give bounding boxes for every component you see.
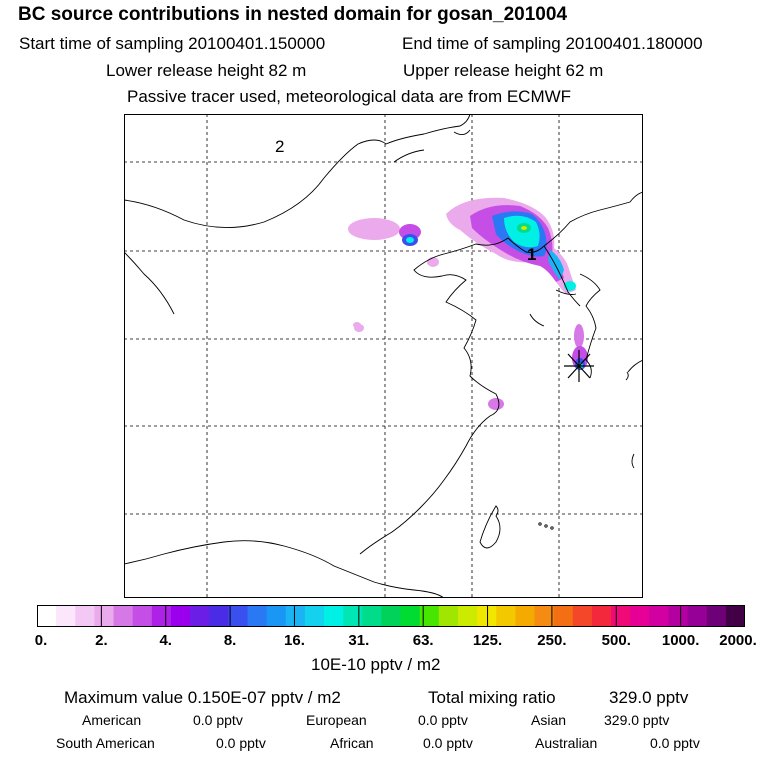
colorbar-tick-label: 1000. <box>661 632 700 649</box>
colorbar-swatch <box>266 605 287 627</box>
colorbar-tick-label: 500. <box>601 632 631 649</box>
colorbar-swatch <box>419 605 440 627</box>
colorbar-swatch <box>94 605 115 627</box>
colorbar-swatch <box>553 605 574 627</box>
colorbar-swatch <box>324 605 344 627</box>
colorbar-swatch <box>285 605 306 627</box>
colorbar-swatch <box>534 605 555 627</box>
colorbar-units: 10E-10 pptv / m2 <box>311 655 441 674</box>
colorbar-swatch <box>668 605 689 627</box>
concentration-plume <box>348 197 588 410</box>
colorbar-swatch <box>151 605 172 627</box>
colorbar-swatch <box>706 605 727 627</box>
colorbar-swatch <box>400 605 421 627</box>
american-value: 0.0 pptv <box>193 712 243 728</box>
max-value-label: Maximum value 0.150E-07 pptv / m2 <box>64 688 341 707</box>
european-value: 0.0 pptv <box>418 712 468 728</box>
colorbar-swatch <box>438 605 459 627</box>
colorbar-swatch <box>630 605 650 627</box>
asian-value: 329.0 pptv <box>604 712 670 728</box>
colorbar-swatch <box>56 605 76 627</box>
colorbar-tick-label: 2000. <box>719 632 757 649</box>
map-grid <box>124 114 643 598</box>
release-site-marker <box>564 350 594 382</box>
colorbar-swatch <box>572 605 593 627</box>
tracer-note: Passive tracer used, meteorological data… <box>127 87 572 106</box>
upper-release-label: Upper release height 62 m <box>403 61 604 80</box>
concentration-map: 2 1 <box>124 114 643 598</box>
colorbar-swatch <box>228 605 248 627</box>
end-time-label: End time of sampling 20100401.180000 <box>402 34 703 53</box>
south-american-value: 0.0 pptv <box>216 735 266 751</box>
american-label: American <box>82 712 142 728</box>
colorbar-swatch <box>496 605 516 627</box>
colorbar-swatch <box>649 605 669 627</box>
total-mixing-label: Total mixing ratio <box>428 688 556 707</box>
colorbar-swatch <box>687 605 708 627</box>
start-time-label: Start time of sampling 20100401.150000 <box>19 34 326 53</box>
coastlines <box>124 114 643 598</box>
colorbar-swatch <box>209 605 229 627</box>
domain-label: 2 <box>275 137 284 156</box>
plot-title: BC source contributions in nested domain… <box>18 4 568 25</box>
total-mixing-value: 329.0 pptv <box>609 688 689 707</box>
colorbar-tick-label: 125. <box>472 632 503 649</box>
european-label: European <box>306 712 367 728</box>
colorbar-tick-label: 31. <box>348 632 370 649</box>
colorbar-swatch <box>190 605 210 627</box>
asian-label: Asian <box>531 712 567 728</box>
colorbar-swatch <box>37 605 57 627</box>
colorbar-tick-label: 4. <box>159 632 172 649</box>
colorbar-tick-label: 16. <box>284 632 305 649</box>
colorbar-tick-label: 63. <box>412 632 434 649</box>
lower-release-label: Lower release height 82 m <box>106 61 307 80</box>
colorbar-swatch <box>477 605 497 627</box>
colorbar-swatch <box>457 605 478 627</box>
colorbar-tick-label: 250. <box>537 632 567 649</box>
colorbar-tick-label: 2. <box>95 632 108 649</box>
colorbar-swatch <box>611 605 631 627</box>
south-american-label: South American <box>56 735 155 751</box>
colorbar-swatch <box>113 605 134 627</box>
colorbar <box>37 605 745 627</box>
colorbar-swatch <box>362 605 382 627</box>
colorbar-swatch <box>591 605 612 627</box>
colorbar-swatch <box>75 605 95 627</box>
colorbar-tick-label: 8. <box>223 632 237 649</box>
colorbar-swatch <box>515 605 536 627</box>
inner-domain-label: 1 <box>527 245 536 264</box>
colorbar-swatch <box>304 605 325 627</box>
colorbar-swatch <box>343 605 363 627</box>
african-value: 0.0 pptv <box>423 735 473 751</box>
african-label: African <box>330 735 374 751</box>
colorbar-swatch <box>170 605 191 627</box>
colorbar-swatch <box>725 605 745 627</box>
colorbar-swatch <box>381 605 402 627</box>
australian-value: 0.0 pptv <box>650 735 700 751</box>
australian-label: Australian <box>535 735 598 751</box>
colorbar-swatch <box>132 605 153 627</box>
colorbar-swatch <box>247 605 268 627</box>
colorbar-tick-label: 0. <box>34 632 48 649</box>
